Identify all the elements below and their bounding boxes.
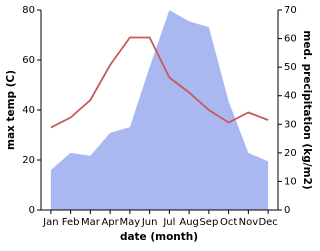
y2-tick-label: 70 [284,5,297,16]
y2-tick-label: 20 [284,148,297,159]
x-tick-label: Feb [62,217,80,228]
x-tick-label: May [120,217,141,228]
y2-tick-label: 40 [284,91,297,102]
x-tick-label: Nov [239,217,259,228]
x-tick-label: Sep [199,217,218,228]
y-axis-label: max temp (C) [5,70,17,150]
y2-tick-label: 30 [284,119,297,130]
y-tick-label: 80 [22,5,35,16]
y2-tick-label: 0 [284,205,290,216]
x-tick-label: Aug [179,217,199,228]
y-tick-label: 60 [22,55,35,66]
x-tick-label: Oct [220,217,237,228]
chart: date (month) max temp (C) med. precipita… [5,5,313,243]
y2-tick-label: 50 [284,62,297,73]
x-tick-label: Mar [81,217,101,228]
y-tick-label: 40 [22,105,35,116]
x-tick-label: Apr [101,217,119,228]
y-tick-label: 20 [22,155,35,166]
y2-axis-label: med. precipitation (kg/m2) [301,30,313,189]
y-tick-label: 0 [29,205,35,216]
x-tick-label: Jan [42,217,58,228]
precip-area [50,10,269,210]
y2-tick-label: 60 [284,34,297,45]
x-axis-label: date (month) [120,231,198,243]
x-tick-label: Jun [141,217,158,228]
x-tick-label: Jul [162,217,175,228]
x-tick-label: Dec [258,217,277,228]
y2-tick-label: 10 [284,176,297,187]
temp-line [50,36,269,129]
